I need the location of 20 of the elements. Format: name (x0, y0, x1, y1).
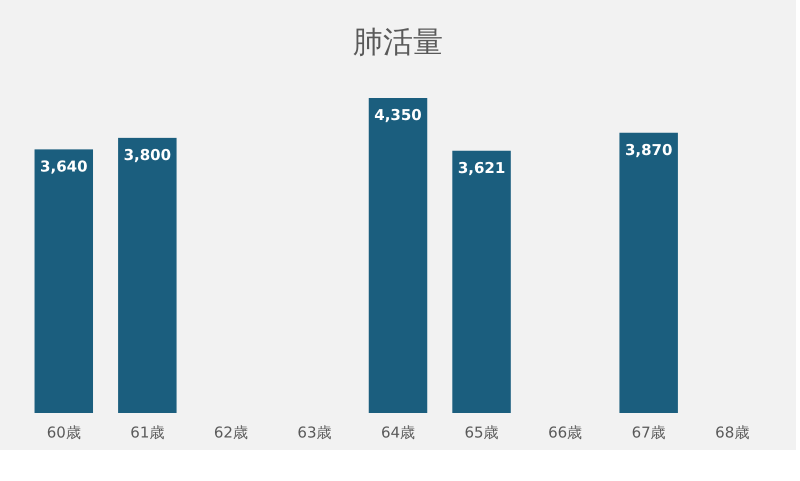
bar (368, 98, 428, 413)
data-label: 3,800 (124, 146, 172, 164)
x-tick-label: 61歳 (130, 424, 164, 442)
bar (34, 149, 94, 413)
x-tick-label: 62歳 (214, 424, 248, 442)
x-tick-label: 67歳 (632, 424, 666, 442)
bar (118, 138, 177, 413)
x-tick-label: 65歳 (464, 424, 499, 442)
data-label: 4,350 (374, 106, 422, 124)
x-tick-label: 68歳 (715, 424, 750, 442)
x-tick-label: 66歳 (548, 424, 582, 442)
data-label: 3,640 (40, 157, 88, 176)
data-label: 3,870 (624, 140, 672, 159)
bar (619, 132, 678, 413)
data-label: 3,621 (458, 158, 506, 177)
x-tick-label: 64歳 (380, 424, 416, 442)
x-tick-label: 60歳 (46, 424, 81, 442)
chart-title: 肺活量 (353, 25, 443, 60)
bar (452, 150, 511, 413)
x-tick-label: 63歳 (297, 424, 332, 442)
